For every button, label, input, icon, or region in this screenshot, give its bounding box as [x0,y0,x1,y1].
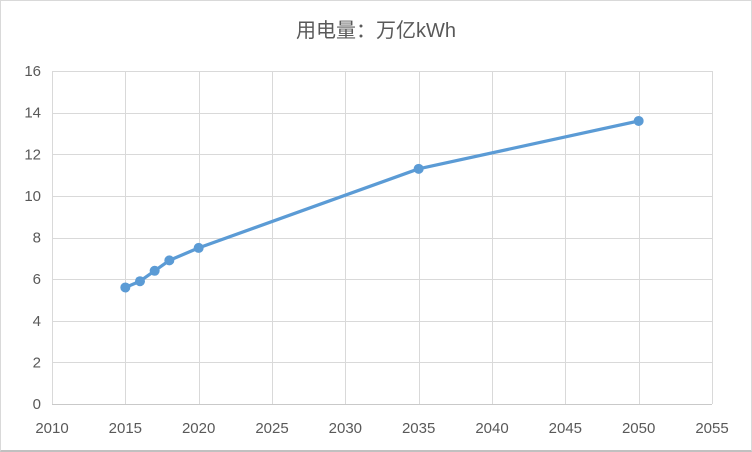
y-tick-label: 14 [24,105,41,122]
data-point-marker [135,276,145,287]
x-tick-label: 2010 [35,420,68,437]
y-tick-label: 10 [24,188,41,205]
chart-title: 用电量：万亿kWh [296,19,456,42]
x-tick-label: 2035 [402,420,435,437]
y-tick-label: 0 [33,396,41,413]
gridlines [52,71,713,405]
data-point-marker [633,115,644,126]
data-point-marker [149,265,160,276]
data-point-marker [164,255,175,266]
x-tick-label: 2020 [182,420,215,437]
y-tick-label: 16 [24,63,41,80]
x-tick-label: 2055 [695,420,728,437]
x-tick-label: 2015 [109,420,142,437]
y-tick-label: 2 [33,354,41,371]
x-tick-label: 2025 [255,420,288,437]
x-tick-label: 2040 [475,420,508,437]
series-line [123,119,641,290]
y-tick-label: 4 [33,313,41,330]
x-tick-label: 2030 [329,420,362,437]
data-series [120,115,644,293]
data-point-marker [120,282,131,293]
y-tick-label: 8 [33,230,41,247]
x-tick-label: 2045 [549,420,582,437]
axis-tick-labels: 0 2 4 6 8 10 12 14 16 2010 2015 2020 2025 2030 2035 204… [24,63,728,437]
data-point-marker [413,163,424,174]
data-point-marker [193,242,204,253]
x-tick-label: 2050 [622,420,655,437]
y-tick-label: 6 [33,271,41,288]
y-tick-label: 12 [24,146,41,163]
